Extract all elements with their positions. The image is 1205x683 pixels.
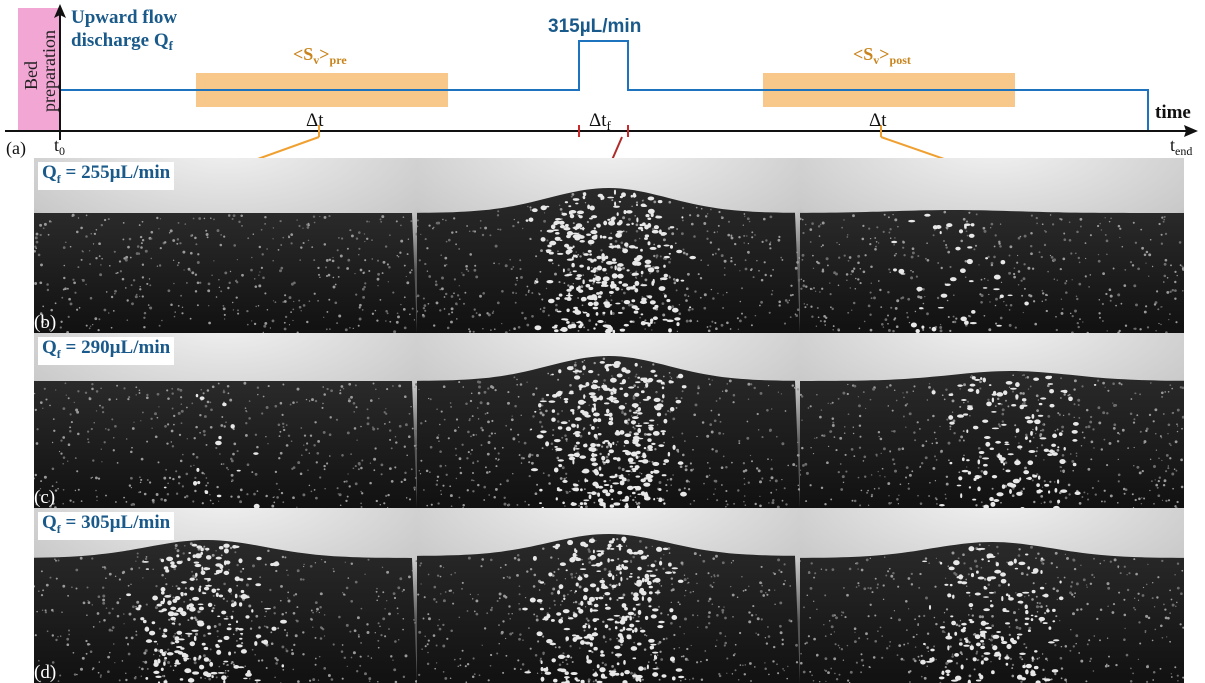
timeline-diagram: Bed preparation Upward flow discharge Qf… (5, 4, 1198, 160)
photo-c-post-image (800, 333, 1184, 508)
flow-axis-arrowhead (54, 4, 66, 18)
connector-pulse (611, 136, 623, 160)
photo-b-pulse (417, 158, 800, 333)
delta-t-post-label: Δt (869, 110, 887, 131)
photo-row-c: Qf = 290µL/min (c) (34, 333, 1184, 508)
pulse-label: 315µL/min (548, 16, 641, 37)
time-axis-arrowhead (1184, 125, 1198, 137)
photo-d-post (800, 508, 1184, 683)
photo-b-pulse-image (417, 158, 800, 333)
s-pre-label: <Sv>pre (293, 44, 347, 67)
q-label-b: Qf = 255µL/min (38, 162, 175, 190)
t0-label: t0 (54, 135, 65, 158)
photo-d-pre-image (34, 508, 417, 683)
bed-preparation-label-line2: preparation (39, 30, 59, 112)
q-label-d: Qf = 305µL/min (38, 512, 175, 540)
panel-label-b: (b) (34, 312, 57, 333)
panel-label-a: (a) (6, 138, 26, 159)
photo-b-post (800, 158, 1184, 333)
time-axis-label: time (1155, 102, 1191, 123)
photo-d-pre (34, 508, 417, 683)
photo-c-pulse (417, 333, 800, 508)
delta-t-pre-label: Δt (306, 110, 324, 131)
photo-d-pulse-image (417, 508, 800, 683)
photo-d-post-image (800, 508, 1184, 683)
photo-b-pre (34, 158, 417, 333)
photo-row-b: Qf = 255µL/min (b) (34, 158, 1184, 333)
photo-b-pre-image (34, 158, 417, 333)
bed-preparation-box (18, 8, 60, 131)
photo-row-d: Qf = 305µL/min (d) (34, 508, 1184, 683)
photo-c-pulse-image (417, 333, 800, 508)
connector-pre (254, 136, 320, 160)
delta-tf-label: Δtf (589, 110, 612, 133)
tend-label: tend (1170, 135, 1192, 158)
bed-preparation-label-line1: Bed (21, 61, 41, 90)
photo-b-post-image (800, 158, 1184, 333)
connector-post (880, 136, 948, 160)
photo-c-post (800, 333, 1184, 508)
s-post-label: <Sv>post (853, 44, 911, 67)
panel-label-c: (c) (34, 487, 56, 508)
flow-title-line1: Upward flow (71, 7, 177, 28)
photo-d-pulse (417, 508, 800, 683)
panel-label-d: (d) (34, 662, 57, 683)
q-label-c: Qf = 290µL/min (38, 337, 175, 365)
flow-title-line2: discharge Qf (71, 30, 174, 53)
photo-grid: Qf = 255µL/min (b) Qf = 290µL/min (c) Qf… (34, 158, 1184, 683)
